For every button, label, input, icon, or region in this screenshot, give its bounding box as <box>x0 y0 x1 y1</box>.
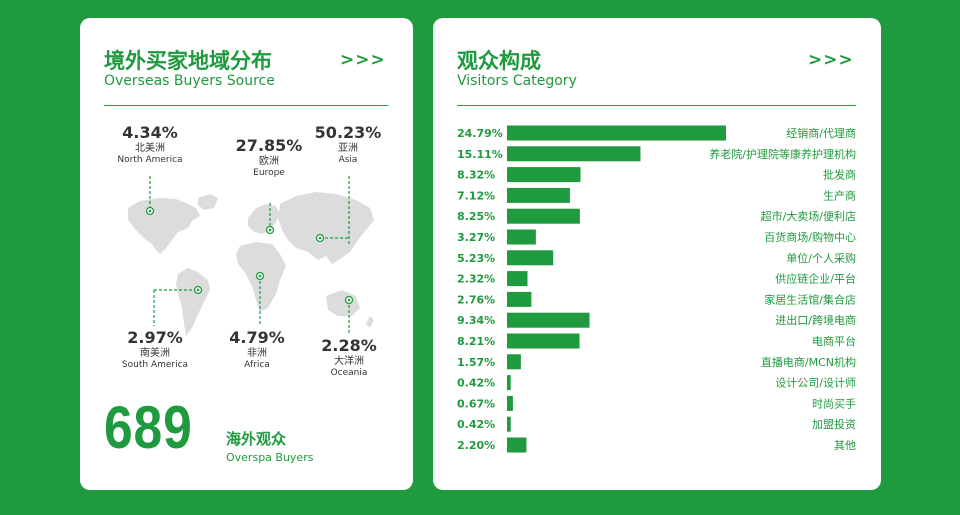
bar-value-label: 0.67% <box>457 397 495 410</box>
bar-category-label: 时尚买手 <box>812 396 856 410</box>
visitors-bar-chart: 24.79% 经销商/代理商 15.11% 养老院/护理院等康养护理机构 8.32% 批发… <box>457 125 856 453</box>
bar <box>507 416 511 432</box>
region-pct: 2.28% <box>321 336 377 355</box>
region-name-en: Oceania <box>330 368 368 378</box>
bar <box>507 146 641 162</box>
right-title: 观众构成 <box>457 49 541 73</box>
bar-value-label: 3.27% <box>457 231 495 244</box>
oceania-shape <box>326 290 360 316</box>
bar <box>507 271 528 287</box>
region-name-zh: 北美洲 <box>135 143 165 154</box>
bar-category-label: 供应链企业/平台 <box>775 272 856 286</box>
bar <box>507 167 581 183</box>
bar-category-label: 家居生活馆/集合店 <box>764 292 856 306</box>
bar-value-label: 1.57% <box>457 356 495 369</box>
bar-value-label: 8.25% <box>457 210 495 223</box>
bar-value-label: 8.32% <box>457 169 495 182</box>
bar-value-label: 15.11% <box>457 148 503 161</box>
region-europe: 27.85% 欧洲 Europe <box>219 137 319 179</box>
north-america-shape <box>128 198 200 254</box>
region-name-zh: 亚洲 <box>338 143 358 154</box>
bar <box>507 125 726 141</box>
left-subtitle: Overseas Buyers Source <box>104 73 275 89</box>
bar <box>507 250 554 266</box>
new-zealand-shape <box>366 316 374 328</box>
bar <box>507 229 536 245</box>
bar <box>507 395 513 411</box>
bar-value-label: 2.20% <box>457 439 495 452</box>
overseas-buyers-count: 689 <box>104 394 193 461</box>
bar <box>507 333 580 349</box>
region-name-zh: 大洋洲 <box>334 356 364 367</box>
bar-category-label: 百货商场/购物中心 <box>764 230 856 244</box>
bar-category-label: 直播电商/MCN机构 <box>761 355 856 369</box>
bar-value-label: 24.79% <box>457 127 503 140</box>
bar-category-label: 生产商 <box>823 188 856 202</box>
left-divider <box>104 105 388 106</box>
asia-shape <box>278 192 374 264</box>
bar-category-label: 加盟投资 <box>812 417 856 431</box>
region-pct: 4.79% <box>229 328 285 347</box>
south-america-shape <box>176 268 210 336</box>
greenland-shape <box>198 194 218 210</box>
bar <box>507 437 527 453</box>
region-name-en: North America <box>117 155 183 165</box>
region-oceania: 2.28% 大洋洲 Oceania <box>299 337 399 379</box>
region-name-en: Asia <box>338 155 358 165</box>
bar <box>507 187 570 203</box>
bar <box>507 375 511 391</box>
bar-value-label: 8.21% <box>457 335 495 348</box>
europe-shape <box>248 204 280 234</box>
bar <box>507 291 532 307</box>
bar-value-label: 7.12% <box>457 189 495 202</box>
region-pct: 50.23% <box>314 123 382 142</box>
region-south-america: 2.97% 南美洲 South America <box>105 329 205 371</box>
region-asia: 50.23% 亚洲 Asia <box>298 124 398 166</box>
bar-category-label: 进出口/跨境电商 <box>775 313 856 327</box>
visitors-category-card: 观众构成 Visitors Category >>> 24.79% 经销商/代理商… <box>433 18 881 490</box>
region-name-zh: 非洲 <box>247 348 267 359</box>
bar-category-label: 单位/个人采购 <box>786 251 856 265</box>
continents <box>128 192 374 336</box>
bar-value-label: 2.76% <box>457 293 495 306</box>
location-pins <box>145 206 354 305</box>
world-map <box>128 176 374 336</box>
bar-category-label: 设计公司/设计师 <box>775 377 856 390</box>
bar-value-label: 0.42% <box>457 377 495 390</box>
bar-category-label: 批发商 <box>823 168 856 182</box>
left-chevrons-icon: >>> <box>340 50 386 70</box>
bar-value-label: 2.32% <box>457 273 495 286</box>
overseas-buyers-label-zh: 海外观众 <box>226 430 287 448</box>
bar-category-label: 电商平台 <box>812 334 856 348</box>
bar-category-label: 超市/大卖场/便利店 <box>761 209 856 223</box>
left-title: 境外买家地域分布 <box>104 49 272 73</box>
bar-category-label: 养老院/护理院等康养护理机构 <box>709 147 856 161</box>
region-name-zh: 南美洲 <box>140 348 170 359</box>
region-pct: 27.85% <box>235 136 303 155</box>
region-pct: 2.97% <box>127 328 183 347</box>
region-name-zh: 欧洲 <box>259 156 279 167</box>
bar-value-label: 9.34% <box>457 314 495 327</box>
bar-value-label: 5.23% <box>457 252 495 265</box>
bar <box>507 354 521 370</box>
bar-value-label: 0.42% <box>457 418 495 431</box>
bar <box>507 312 590 328</box>
region-name-en: South America <box>121 360 189 370</box>
region-north-america: 4.34% 北美洲 North America <box>100 124 200 166</box>
bar <box>507 208 580 224</box>
leader-lines <box>149 176 350 334</box>
region-name-en: Europe <box>253 168 285 178</box>
bar-category-label: 其他 <box>834 439 856 452</box>
region-pct: 4.34% <box>122 123 178 142</box>
right-chevrons-icon: >>> <box>808 50 854 70</box>
region-name-en: Africa <box>244 360 270 370</box>
overseas-buyers-label-en: Overspa Buyers <box>226 451 314 464</box>
overseas-buyers-card: 境外买家地域分布 Overseas Buyers Source >>> <box>80 18 413 490</box>
region-africa: 4.79% 非洲 Africa <box>207 329 307 371</box>
bar-category-label: 经销商/代理商 <box>786 126 856 140</box>
right-divider <box>457 105 856 106</box>
right-subtitle: Visitors Category <box>457 73 577 89</box>
